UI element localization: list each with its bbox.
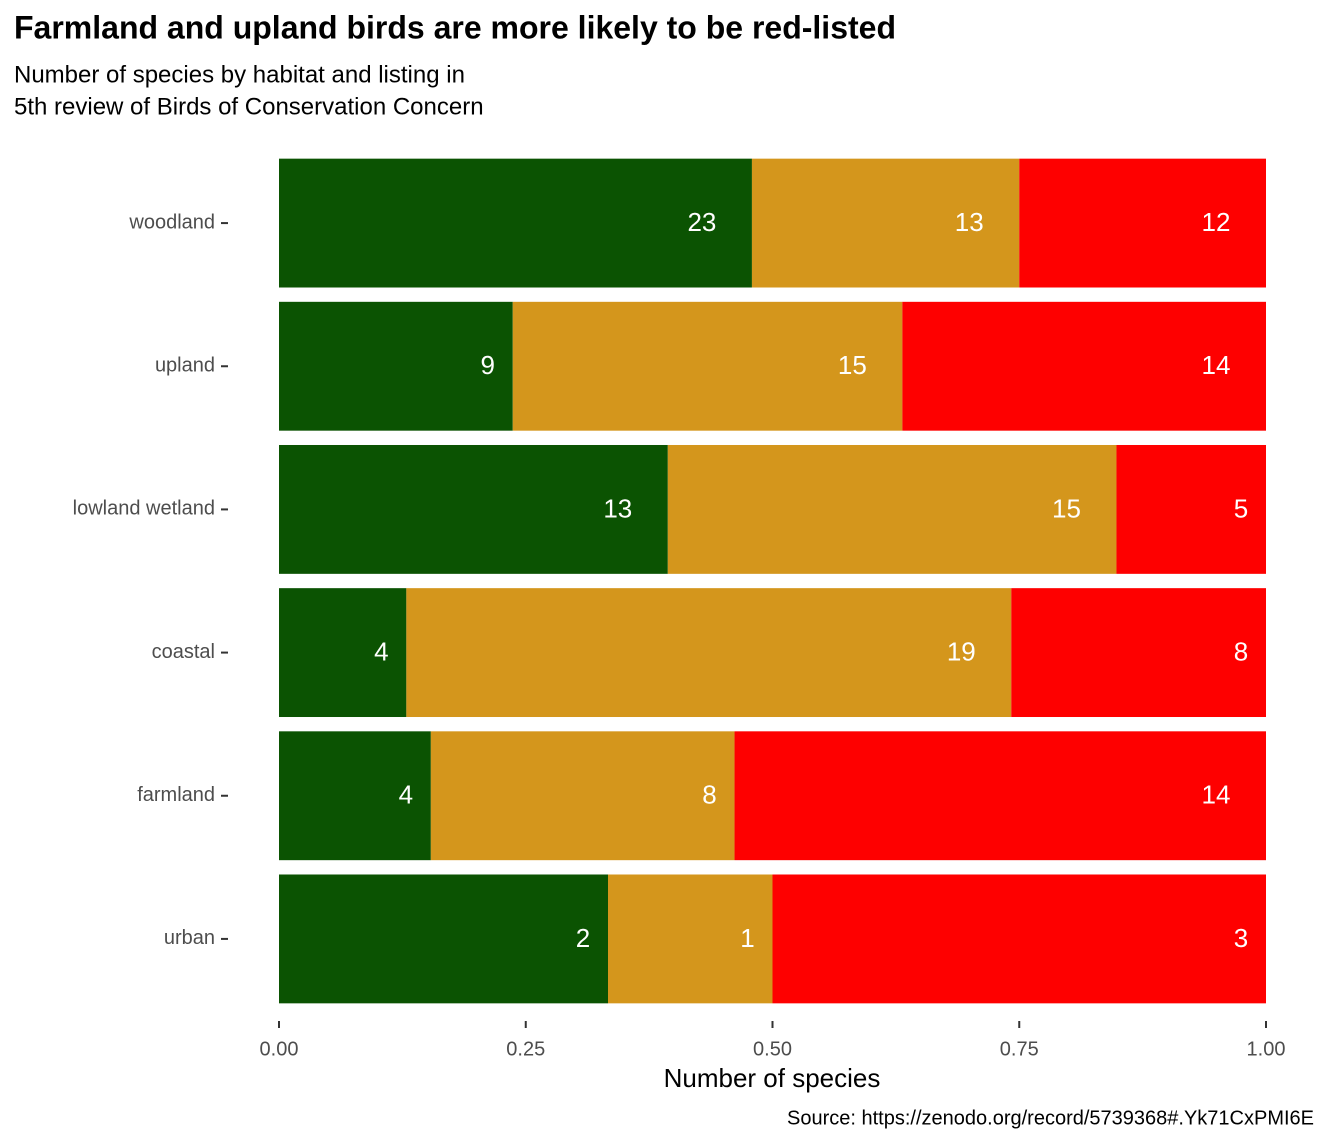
bar-segment [279,444,668,574]
value-label: 3 [1234,923,1248,953]
value-label: 13 [955,207,984,237]
value-label: 1 [740,923,754,953]
value-label: 15 [1052,493,1081,523]
bar-segment [512,301,903,431]
y-tick-label: farmland [137,784,215,806]
value-label: 12 [1202,207,1231,237]
bar-segment [279,588,407,718]
value-label: 4 [374,636,388,666]
y-tick-label: woodland [128,211,215,233]
bar-segment [279,731,431,861]
value-label: 13 [603,493,632,523]
bar-segment [902,301,1266,431]
value-label: 2 [576,923,590,953]
chart-title: Farmland and upland birds are more likel… [14,9,896,45]
x-axis-title: Number of species [664,1063,881,1093]
y-tick-label: urban [164,927,215,949]
value-label: 8 [1234,636,1248,666]
bar-segment [734,731,1266,861]
value-label: 23 [687,207,716,237]
bar-segment [279,301,513,431]
bar-segment [667,444,1117,574]
bar-segment [772,874,1266,1004]
value-label: 14 [1202,350,1231,380]
value-label: 15 [838,350,867,380]
value-label: 5 [1234,493,1248,523]
value-label: 9 [481,350,495,380]
chart-subtitle: 5th review of Birds of Conservation Conc… [14,93,484,120]
y-tick-label: coastal [152,641,215,663]
bar-segment [279,158,752,288]
x-tick-label: 0.00 [260,1038,299,1060]
x-tick-label: 1.00 [1247,1038,1286,1060]
value-label: 4 [399,780,413,810]
bar-segment [751,158,1020,288]
bar-segment [1019,158,1266,288]
bar-segment [608,874,773,1004]
value-label: 8 [702,780,716,810]
chart-subtitle: Number of species by habitat and listing… [14,61,465,88]
bar-segment [430,731,735,861]
y-tick-label: upland [155,355,215,377]
value-label: 19 [947,636,976,666]
x-tick-label: 0.50 [753,1038,792,1060]
x-tick-label: 0.25 [506,1038,545,1060]
source: Source: https://zenodo.org/record/573936… [787,1107,1314,1129]
bar-segment [279,874,608,1004]
bar-segment [1011,588,1266,718]
x-tick-label: 0.75 [1000,1038,1039,1060]
value-label: 14 [1202,780,1231,810]
bar-segment [1116,444,1266,574]
bar-segment [406,588,1012,718]
y-tick-label: lowland wetland [73,498,215,520]
